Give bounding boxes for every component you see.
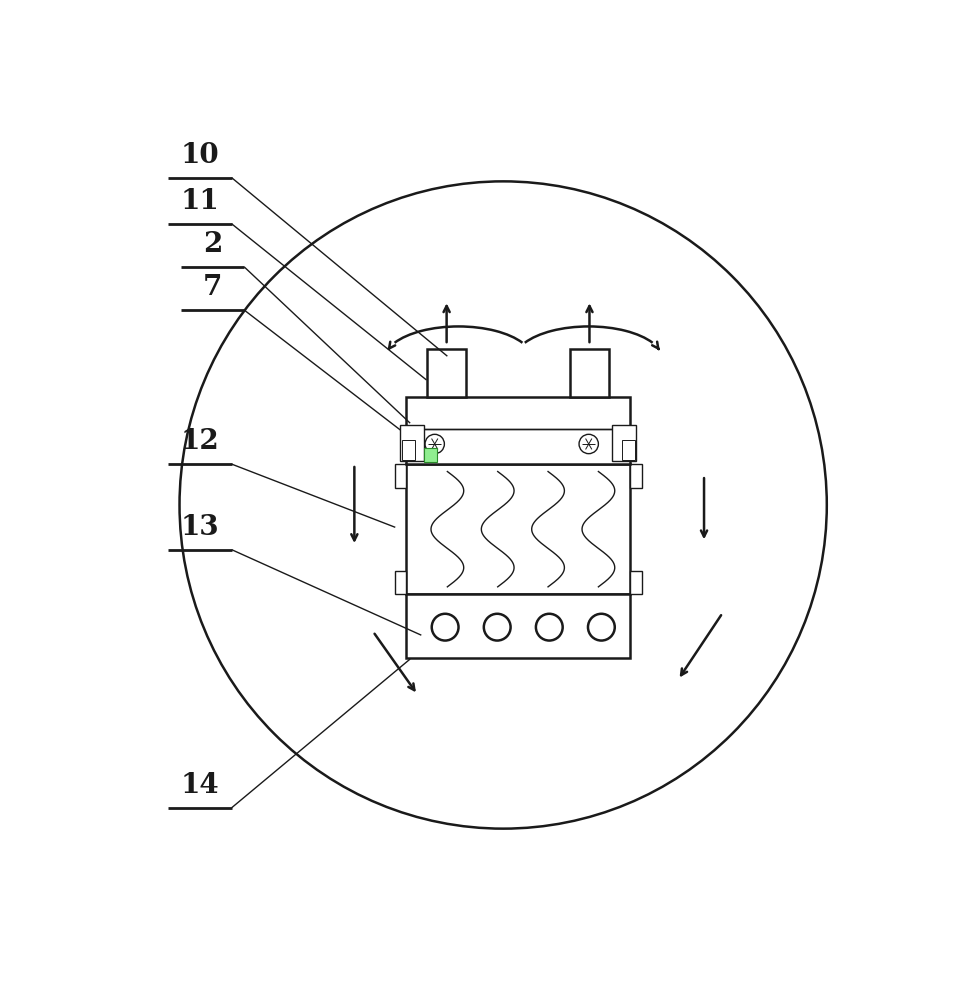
Bar (570, 349, 609, 397)
Text: 10: 10 (180, 142, 219, 169)
Bar (395, 464, 406, 488)
Text: 13: 13 (180, 514, 219, 541)
Bar (400, 425, 424, 461)
Text: 2: 2 (203, 231, 223, 258)
Text: 12: 12 (180, 428, 219, 455)
Bar (427, 349, 466, 397)
Bar (630, 464, 641, 488)
Circle shape (579, 434, 598, 454)
Text: 11: 11 (180, 188, 219, 215)
Bar (406, 464, 630, 594)
Bar (630, 571, 641, 594)
Bar (406, 397, 630, 464)
Text: 7: 7 (203, 274, 223, 301)
Bar (612, 425, 636, 461)
Bar (402, 440, 415, 460)
Text: 14: 14 (180, 772, 219, 799)
Bar (423, 448, 437, 462)
Bar (406, 594, 630, 658)
Bar (622, 440, 636, 460)
Circle shape (425, 434, 444, 454)
Bar (395, 571, 406, 594)
